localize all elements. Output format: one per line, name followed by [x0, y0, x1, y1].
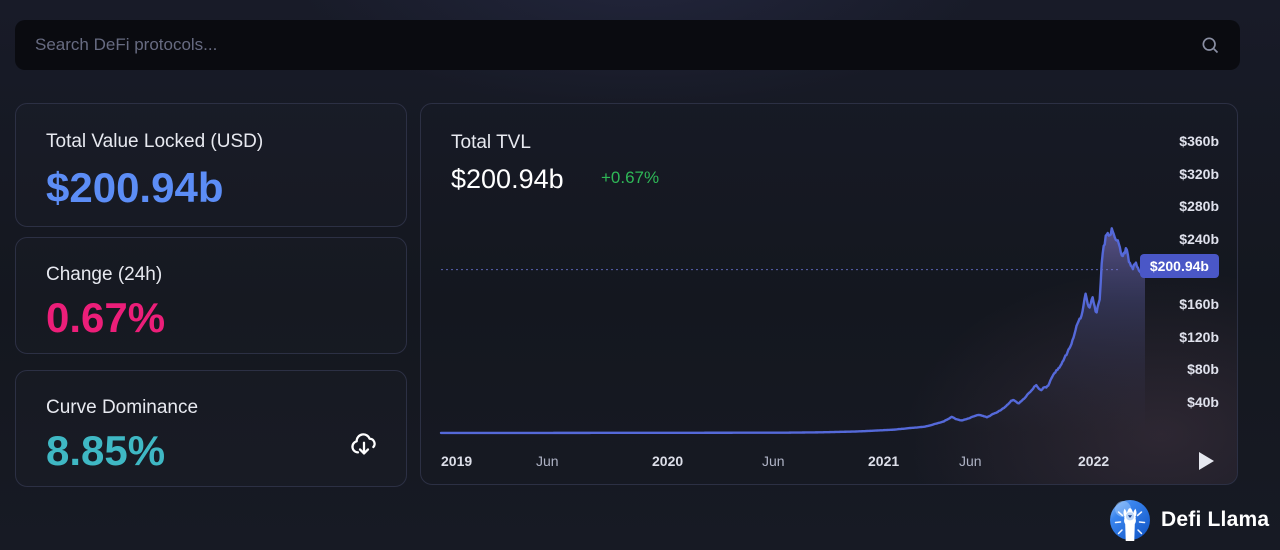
svg-text:2021: 2021 — [868, 453, 899, 469]
svg-text:Jun: Jun — [762, 453, 785, 469]
svg-text:2022: 2022 — [1078, 453, 1109, 469]
svg-text:2020: 2020 — [652, 453, 683, 469]
svg-text:Jun: Jun — [536, 453, 559, 469]
svg-text:2019: 2019 — [441, 453, 472, 469]
svg-text:Jun: Jun — [959, 453, 982, 469]
